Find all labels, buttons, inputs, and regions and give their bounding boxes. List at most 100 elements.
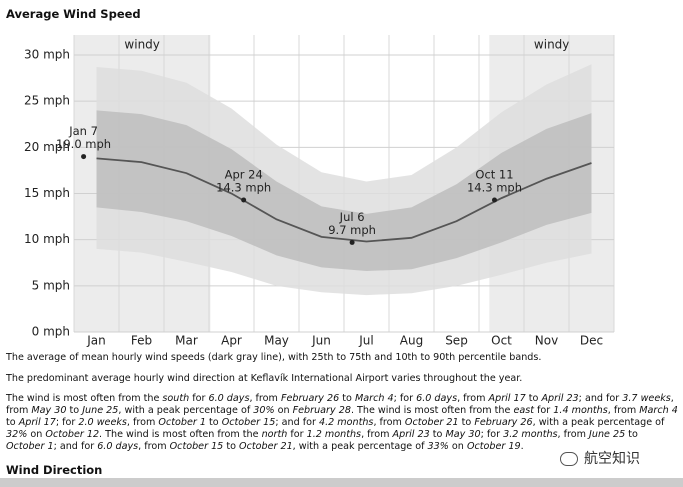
annotation-label: Jul 6 <box>339 210 365 224</box>
text: . <box>520 441 524 452</box>
emphasis: 2.0 weeks <box>78 417 127 428</box>
text: to <box>223 441 240 452</box>
text: ; and for <box>53 441 98 452</box>
emphasis: October 21 <box>239 441 293 452</box>
windy-label: windy <box>534 38 569 52</box>
annotation-dot <box>241 197 247 203</box>
emphasis: April 17 <box>18 417 56 428</box>
emphasis: May 30 <box>445 429 481 440</box>
text: to <box>339 393 355 404</box>
x-tick-label: Jan <box>86 334 106 348</box>
emphasis: May 30 <box>31 405 67 416</box>
text: for <box>287 429 307 440</box>
annotation-dot <box>81 154 87 160</box>
text: , from <box>126 417 159 428</box>
text: , from <box>607 405 640 416</box>
x-tick-label: Oct <box>491 334 512 348</box>
text: , with a peak percentage of <box>118 405 254 416</box>
annotation-value: 14.3 mph <box>467 180 522 194</box>
x-tick-label: Nov <box>535 334 558 348</box>
emphasis: 6.0 days <box>208 393 250 404</box>
text: to <box>6 417 19 428</box>
text: to <box>458 417 475 428</box>
text: , from <box>373 417 405 428</box>
y-tick-label: 30 mph <box>24 48 70 62</box>
caption: The average of mean hourly wind speeds (… <box>6 352 542 363</box>
emphasis: June 25 <box>82 405 119 416</box>
text: , from <box>361 429 393 440</box>
emphasis: October 15 <box>221 417 276 428</box>
scrollbar <box>0 478 683 487</box>
x-tick-label: Mar <box>175 334 198 348</box>
emphasis: 4.2 months <box>318 417 374 428</box>
y-tick-label: 10 mph <box>24 232 70 246</box>
text: , from <box>6 393 674 416</box>
text: , with a peak percentage of <box>532 417 665 428</box>
text: to <box>205 417 222 428</box>
emphasis: October 21 <box>404 417 459 428</box>
text: to <box>625 429 638 440</box>
emphasis: February 26 <box>474 417 533 428</box>
text: ; for <box>480 429 504 440</box>
emphasis: 3.2 months <box>503 429 558 440</box>
text: on <box>448 441 467 452</box>
emphasis: October 1 <box>6 441 54 452</box>
annotation-label: Oct 11 <box>475 167 513 181</box>
emphasis: March 4 <box>354 393 394 404</box>
x-tick-label: Sep <box>445 334 468 348</box>
y-tick-label: 20 mph <box>24 140 70 154</box>
paragraph: The predominant average hourly wind dire… <box>6 373 523 384</box>
annotation-value: 19.0 mph <box>56 137 111 151</box>
emphasis: October 1 <box>158 417 206 428</box>
y-tick-label: 25 mph <box>24 94 70 108</box>
emphasis: October 15 <box>169 441 224 452</box>
x-tick-label: Apr <box>221 334 242 348</box>
emphasis: 1.4 months <box>553 405 608 416</box>
emphasis: 30% <box>253 405 275 416</box>
text: , from <box>557 429 590 440</box>
y-tick-label: 0 mph <box>32 325 70 339</box>
text: for <box>534 405 554 416</box>
text: , from <box>249 393 281 404</box>
annotation-label: Jan 7 <box>68 124 98 138</box>
text: The wind is most often from the <box>6 393 163 404</box>
text: for <box>189 393 209 404</box>
emphasis: April 17 <box>488 393 526 404</box>
text: ; and for <box>275 417 319 428</box>
emphasis: June 25 <box>589 429 626 440</box>
mean-line <box>96 157 592 243</box>
x-tick-label: Jun <box>311 334 331 348</box>
chart-title: Average Wind Speed <box>6 7 141 21</box>
emphasis: south <box>162 393 190 404</box>
emphasis: 1.2 months <box>306 429 362 440</box>
emphasis: 3.7 weeks <box>622 393 671 404</box>
x-tick-label: Jul <box>358 334 373 348</box>
annotation-value: 9.7 mph <box>328 223 376 237</box>
emphasis: March 4 <box>639 405 678 416</box>
emphasis: east <box>513 405 534 416</box>
text: , from <box>457 393 489 404</box>
windy-label: windy <box>124 38 159 52</box>
emphasis: north <box>261 429 288 440</box>
chart: windy windy 0 mph 5 mph 10 mph 15 mph 20 mph 25… <box>24 35 615 348</box>
text: , from <box>138 441 170 452</box>
text: ; and for <box>578 393 623 404</box>
text: to <box>525 393 542 404</box>
paragraph: The wind is most often from the south fo… <box>6 393 678 453</box>
emphasis: April 23 <box>541 393 579 404</box>
section-heading: Wind Direction <box>6 463 103 477</box>
emphasis: 33% <box>427 441 449 452</box>
annotation-dot <box>349 239 355 245</box>
text: on <box>274 405 293 416</box>
text: . The wind is most often from the <box>99 429 262 440</box>
watermark-icon <box>560 452 578 466</box>
emphasis: 32% <box>6 429 28 440</box>
text: , with a peak percentage of <box>292 441 428 452</box>
watermark-text: 航空知识 <box>584 451 640 467</box>
y-tick-label: 15 mph <box>24 186 70 200</box>
emphasis: October 12 <box>45 429 100 440</box>
emphasis: 6.0 days <box>97 441 139 452</box>
x-tick-label: May <box>264 334 289 348</box>
text: ; for <box>393 393 417 404</box>
